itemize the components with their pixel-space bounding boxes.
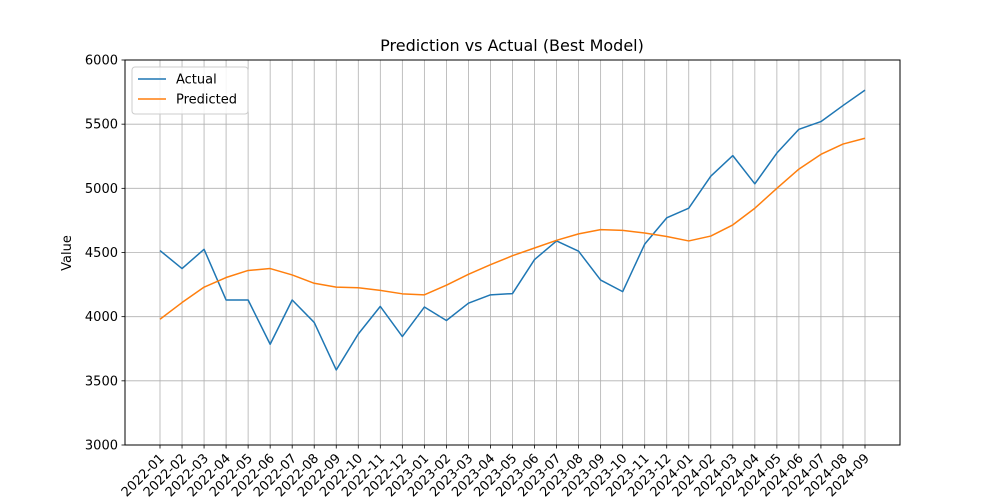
series-line-predicted (159, 137, 866, 320)
y-tick-label: 3000 (85, 439, 118, 454)
y-axis-label: Value (60, 235, 75, 271)
legend: Actual Predicted (131, 66, 249, 115)
y-tick-label: 4500 (85, 246, 118, 261)
chart-title: Prediction vs Actual (Best Model) (380, 36, 644, 55)
x-axis-ticks: 2022-012022-022022-032022-042022-052022-… (119, 445, 873, 500)
legend-label-predicted: Predicted (176, 93, 237, 108)
legend-label-actual: Actual (176, 73, 217, 88)
y-tick-label: 6000 (85, 54, 118, 69)
series-line-actual (159, 89, 866, 371)
y-tick-label: 5500 (85, 118, 118, 133)
grid (125, 59, 900, 446)
y-tick-label: 3500 (85, 374, 118, 389)
y-axis-ticks: 3000 3500 4000 4500 5000 5500 6000 (85, 54, 125, 454)
y-tick-label: 5000 (85, 182, 118, 197)
y-tick-label: 4000 (85, 310, 118, 325)
series-lines (159, 89, 866, 371)
